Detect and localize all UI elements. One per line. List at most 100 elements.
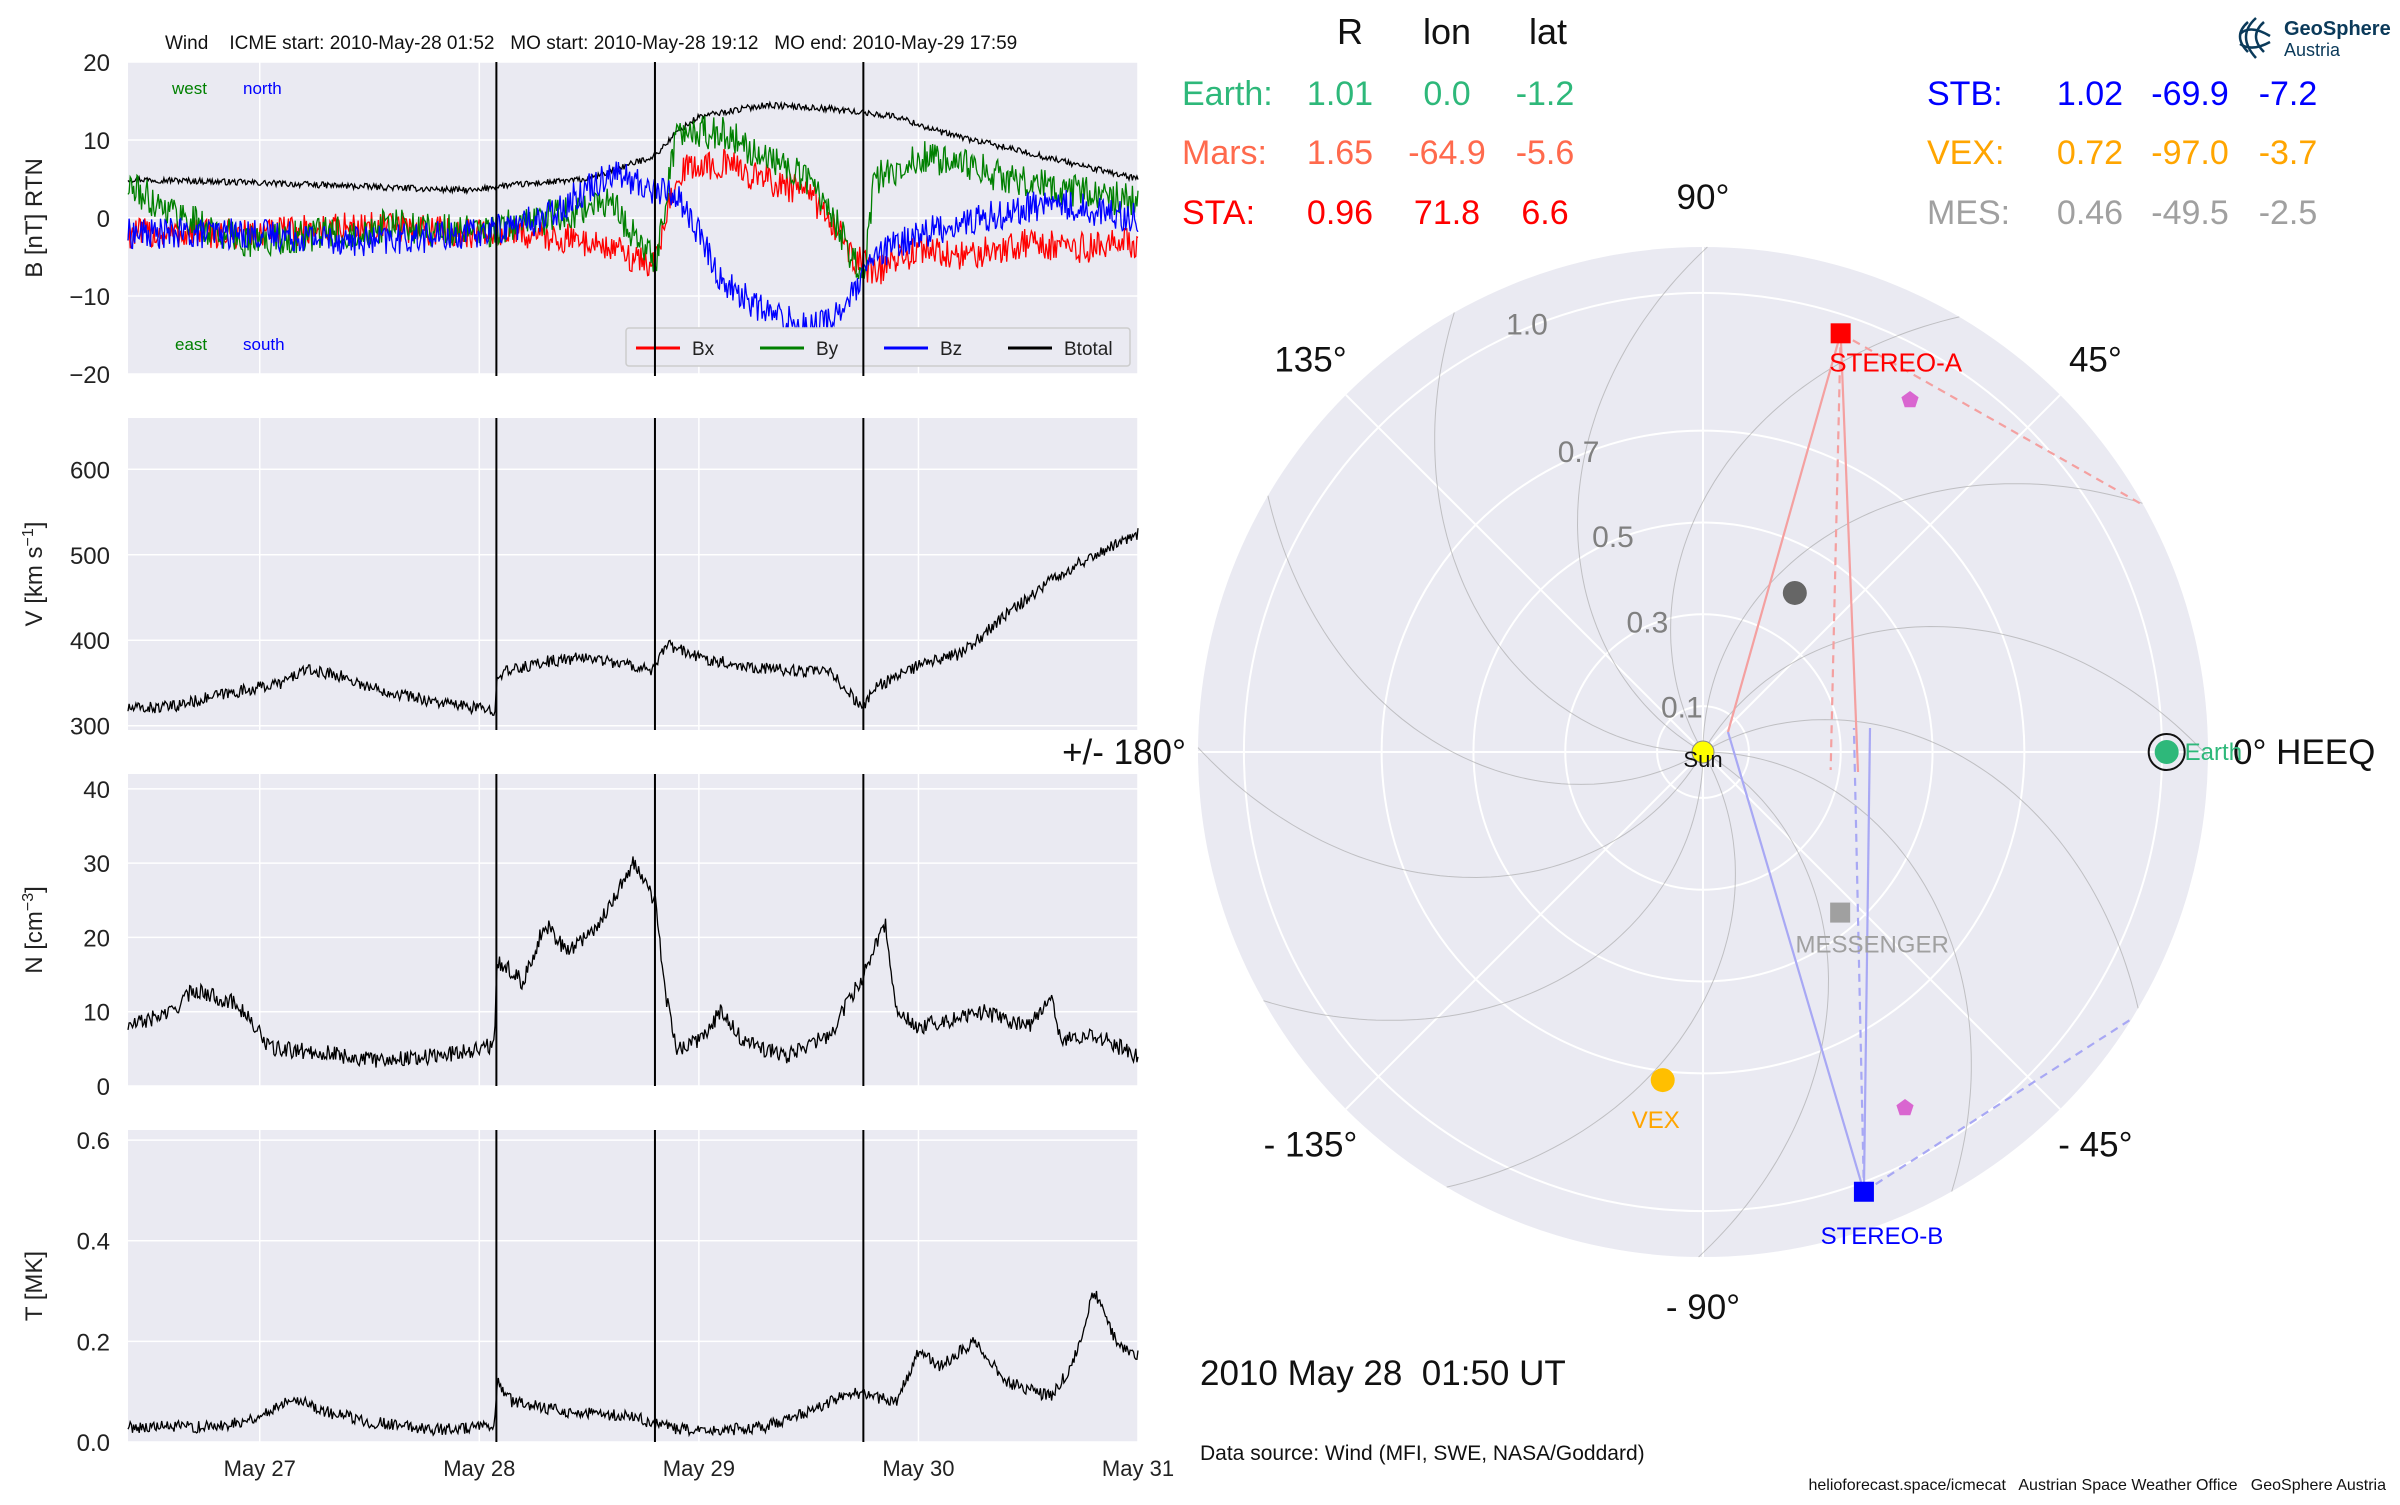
series-line-t	[127, 1290, 1139, 1438]
lagrange-point-marker	[1896, 1099, 1914, 1116]
y-tick-label: 400	[70, 628, 110, 655]
radial-tick-labels: 0.1 0.3 0.5 0.7 1.0	[1506, 308, 1702, 724]
body-sun-marker	[1691, 740, 1715, 764]
parker-spiral	[1702, 483, 2143, 753]
table-cell-lon: -69.9	[2151, 75, 2229, 113]
logo-line2: Austria	[2284, 40, 2341, 60]
footer-credits: helioforecast.space/icmecat Austrian Spa…	[1809, 1477, 2387, 1494]
parker-spiral	[1576, 246, 1708, 753]
y-axis-label: T [MK]	[21, 1251, 48, 1321]
parker-spiral	[1267, 495, 1704, 785]
parker-spiral	[1698, 751, 1830, 1258]
annotation-north: north	[243, 79, 282, 98]
table-row-name: STB:	[1927, 75, 2003, 113]
logo-icon	[2238, 17, 2271, 59]
fov-line	[1839, 333, 1860, 773]
table-header: lat	[1529, 11, 1567, 52]
parker-spiral	[1670, 316, 1960, 753]
parker-spiral	[1434, 312, 1704, 753]
angle-tick-label: - 90°	[1666, 1288, 1740, 1327]
table-row-name: VEX:	[1927, 134, 2004, 172]
y-tick-label: 20	[83, 50, 110, 77]
table-header: R	[1337, 11, 1363, 52]
y-tick-labels: 40 30 20 10 0	[83, 777, 110, 1101]
radial-tick-label: 0.3	[1627, 606, 1669, 639]
angle-tick-label: - 45°	[2058, 1125, 2132, 1164]
data-lines	[127, 1290, 1139, 1438]
y-tick-label: 0	[97, 1074, 110, 1101]
x-tick-labels: May 27 May 28 May 29 May 30 May 31	[224, 1456, 1174, 1481]
body-stereo-b-label: STEREO-B	[1821, 1223, 1944, 1250]
parker-spiral	[1446, 751, 1736, 1188]
plot-title: Wind ICME start: 2010-May-28 01:52 MO st…	[165, 33, 1017, 54]
panel-temperature: 0.60.40.20.0 T [MK] May 27 May 28 May 29 Ma…	[21, 1128, 1174, 1481]
table-cell-lat: -3.7	[2259, 134, 2318, 172]
y-tick-label: 0.2	[77, 1329, 110, 1356]
radial-tick-label: 1.0	[1506, 308, 1548, 341]
table-cell-lon: 71.8	[1414, 194, 1480, 232]
series-line-bx	[127, 148, 1139, 285]
table-cell-r: 0.96	[1307, 194, 1373, 232]
fov-dashed-line	[1829, 333, 1842, 771]
y-tick-label: 0.4	[77, 1229, 110, 1256]
y-tick-label: −20	[69, 362, 110, 389]
x-tick-label: May 29	[663, 1456, 735, 1481]
angle-tick-label: - 135°	[1264, 1125, 1358, 1164]
series-line-bz	[127, 161, 1139, 344]
parker-spiral	[1263, 751, 1704, 1021]
legend-label-by: By	[816, 339, 839, 360]
y-tick-label: 600	[70, 457, 110, 484]
table-cell-lat: -2.5	[2259, 194, 2318, 232]
timestamp: 2010 May 28 01:50 UT	[1200, 1354, 1566, 1393]
y-axis-label: V [km s−1]	[20, 522, 48, 627]
table-row-name: Mars:	[1182, 134, 1267, 172]
angle-gridline	[1345, 751, 1704, 1110]
table-cell-lat: -7.2	[2259, 75, 2318, 113]
body-stereo-b-marker	[1853, 1181, 1874, 1202]
body-earth-label: Earth	[2185, 739, 2242, 766]
y-tick-labels: 0.6 0.4 0.2 0.0	[77, 1128, 110, 1457]
body-vex-marker	[1650, 1068, 1675, 1093]
event-lines	[495, 62, 865, 1442]
legend-label-bx: Bx	[692, 339, 715, 360]
table-cell-lon: -97.0	[2151, 134, 2229, 172]
legend-box	[625, 327, 1131, 367]
body-mercury-marker	[1782, 580, 1807, 605]
y-tick-label: 300	[70, 714, 110, 741]
body-markers: Sun Earth STEREO-A STEREO-B MESSENGER VEX	[1632, 323, 2242, 1250]
angle-tick-label: +/- 180°	[1062, 733, 1186, 772]
parker-spirals	[1197, 246, 2209, 1258]
body-messenger-label: MESSENGER	[1795, 932, 1948, 959]
angle-tick-label: 135°	[1274, 341, 1346, 380]
y-tick-label: 0.6	[77, 1128, 110, 1155]
x-tick-label: May 30	[882, 1456, 954, 1481]
y-tick-label: 10	[83, 128, 110, 155]
y-tick-label: 500	[70, 543, 110, 570]
body-stereo-a-label: STEREO-A	[1829, 347, 1963, 377]
radial-tick-label: 0.1	[1661, 691, 1703, 724]
y-tick-labels: 600 500 400 300	[70, 457, 110, 740]
panel-speed: 600 500 400 300 V [km s−1]	[20, 418, 1139, 741]
annotation-east: east	[175, 335, 207, 354]
x-tick-label: May 31	[1102, 1456, 1174, 1481]
table-cell-r: 0.46	[2057, 194, 2123, 232]
logo-line1: GeoSphere	[2284, 18, 2391, 40]
angle-tick-label: 90°	[1677, 178, 1730, 217]
data-lines	[127, 856, 1139, 1068]
y-tick-label: 40	[83, 777, 110, 804]
series-line-by	[127, 115, 1139, 280]
body-stereo-a-marker	[1830, 323, 1851, 344]
gridlines	[128, 1130, 1139, 1443]
angle-gridline	[1702, 394, 2061, 753]
lagrange-point-marker	[1901, 391, 1919, 408]
series-line-btotal	[127, 100, 1139, 195]
table-cell-r: 1.65	[1307, 134, 1373, 172]
gridlines	[128, 61, 1139, 375]
angle-tick-label: 45°	[2069, 341, 2122, 380]
x-tick-label: May 28	[443, 1456, 515, 1481]
table-row-name: Earth:	[1182, 75, 1273, 113]
angle-gridline	[1345, 394, 1704, 753]
